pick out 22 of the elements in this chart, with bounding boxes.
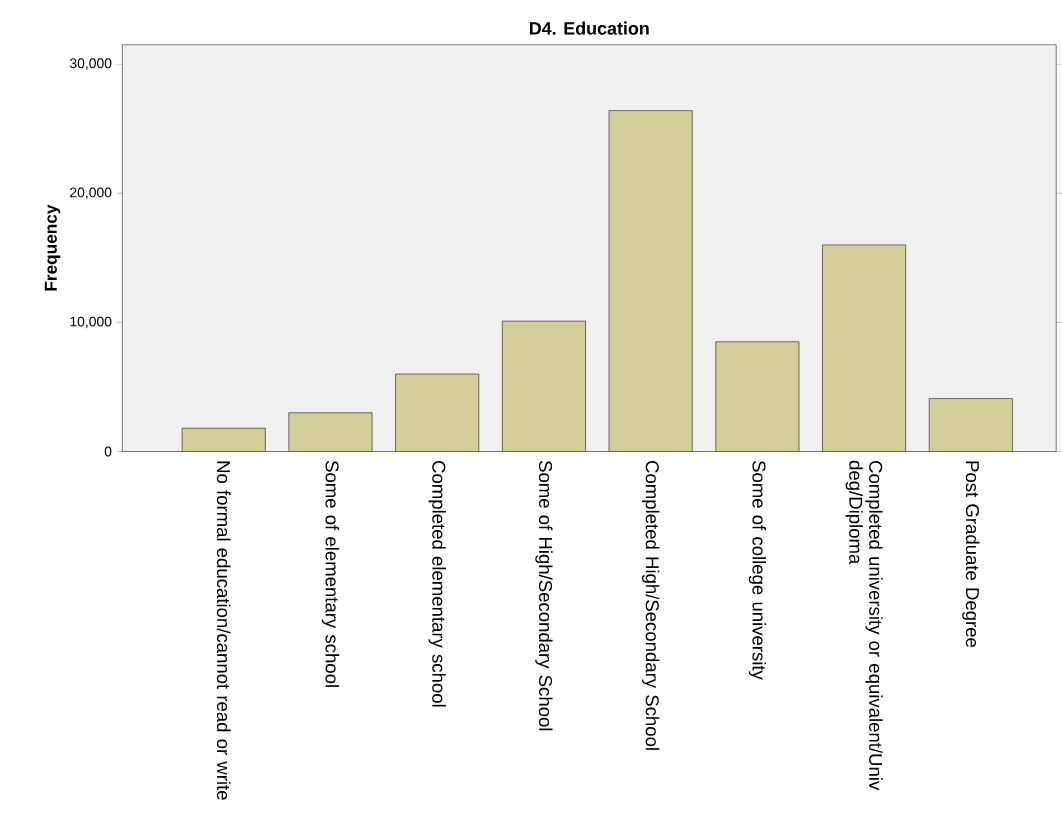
x-tick-label: No formal education/cannot read or write bbox=[216, 461, 231, 800]
y-tick-label: 0 bbox=[104, 446, 112, 457]
y-tick-label: 30,000 bbox=[69, 58, 112, 71]
y-axis-title: Frequency bbox=[44, 204, 61, 291]
x-tick-label: Some of elementary school bbox=[321, 461, 340, 688]
bar bbox=[182, 428, 266, 452]
chart-title: D4. Education bbox=[529, 21, 649, 35]
bar bbox=[395, 374, 479, 452]
bar bbox=[715, 341, 800, 452]
x-tick-label: Completed elementary school bbox=[428, 461, 446, 707]
bar bbox=[822, 245, 906, 452]
y-tick-label: 10,000 bbox=[70, 316, 112, 329]
x-tick-label: Post Graduate Degree bbox=[962, 461, 980, 648]
x-tick-label: Some of High/Secondary School bbox=[535, 461, 553, 731]
x-tick-label: Completed university or equivalent/Univ deg/Diploma bbox=[845, 461, 883, 791]
bar bbox=[928, 398, 1013, 452]
x-tick-label: Completed High/Secondary School bbox=[642, 461, 660, 751]
bar bbox=[288, 413, 373, 452]
x-tick-label: Some of college university bbox=[748, 461, 767, 681]
bar bbox=[609, 110, 693, 452]
y-tick-label: 20,000 bbox=[70, 187, 112, 200]
bar bbox=[502, 321, 586, 452]
